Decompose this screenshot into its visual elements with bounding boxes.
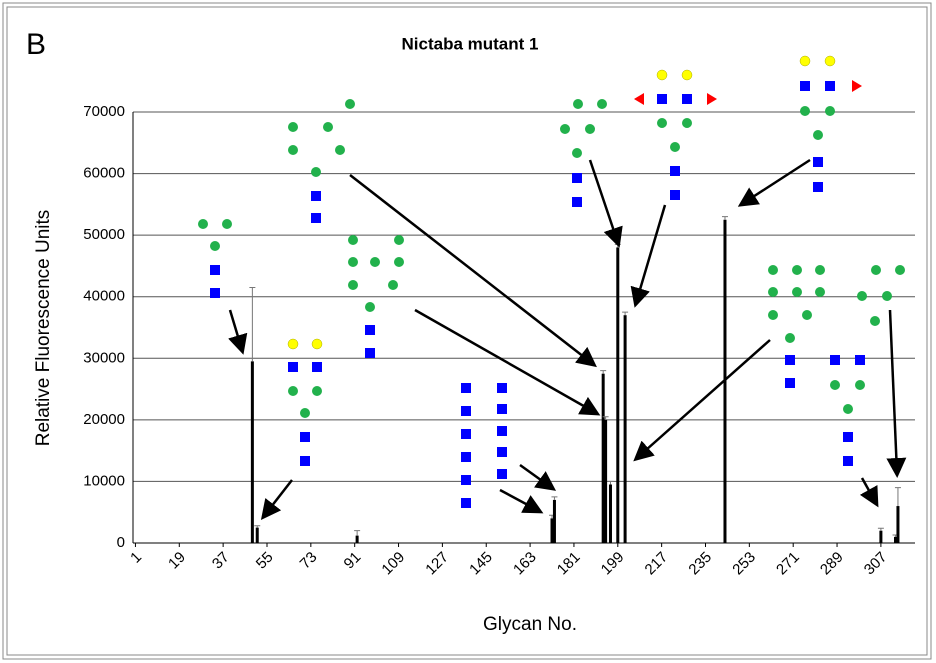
y-tick-label: 70000 (83, 103, 125, 120)
error-bar (622, 311, 629, 316)
x-tick-label: 1 (127, 549, 145, 567)
y-tick-label: 30000 (83, 349, 125, 366)
bar (550, 518, 554, 543)
bar (601, 373, 605, 543)
chart-title: Nictaba mutant 1 (402, 34, 539, 53)
x-tick-label: 19 (165, 549, 189, 573)
error-bar (354, 530, 361, 536)
y-tick-label: 10000 (83, 472, 125, 489)
y-tick-label: 60000 (83, 165, 125, 182)
bar (623, 315, 627, 543)
bar (552, 499, 556, 543)
bar (604, 419, 608, 543)
panel-label: B (26, 28, 46, 61)
x-tick-label: 73 (297, 549, 321, 573)
error-bar (249, 286, 256, 362)
y-tick-label: 0 (117, 534, 125, 551)
error-bar (551, 496, 558, 500)
bar (896, 506, 900, 543)
error-bar (254, 525, 261, 528)
bar (355, 535, 359, 543)
bar (255, 527, 259, 543)
x-tick-label: 181 (554, 549, 584, 579)
x-tick-label: 199 (598, 549, 628, 579)
x-axis-label: Glycan No. (483, 614, 577, 635)
x-tick-label: 235 (685, 549, 715, 579)
error-bar (877, 527, 884, 531)
y-tick-label: 50000 (83, 226, 125, 243)
x-tick-label: 217 (642, 549, 672, 579)
error-bar (894, 487, 901, 507)
frame-inner (6, 6, 928, 656)
error-bar (614, 243, 621, 248)
x-tick-label: 163 (510, 549, 540, 579)
y-axis-label: Relative Fluorescence Units (33, 210, 54, 447)
x-tick-label: 109 (378, 549, 408, 579)
x-tick-label: 307 (861, 549, 891, 579)
error-bar (607, 480, 614, 485)
bar (879, 530, 883, 543)
error-bar (721, 216, 728, 220)
bar (894, 536, 898, 543)
x-tick-label: 55 (253, 549, 277, 573)
bar (608, 484, 612, 543)
error-bar (600, 370, 607, 374)
arrows (228, 158, 907, 520)
x-tick-label: 289 (817, 549, 847, 579)
bar (616, 247, 620, 543)
bar (250, 361, 254, 543)
x-tick-label: 37 (209, 549, 233, 573)
y-tick-label: 40000 (83, 288, 125, 305)
y-tick-label: 20000 (83, 411, 125, 428)
x-tick-label: 145 (466, 549, 496, 579)
error-bar (602, 416, 609, 420)
x-tick-label: 127 (422, 549, 452, 579)
x-tick-label: 271 (773, 549, 803, 579)
x-tick-label: 91 (341, 549, 365, 573)
x-tick-label: 253 (729, 549, 759, 579)
glycan-icons (198, 55, 905, 508)
